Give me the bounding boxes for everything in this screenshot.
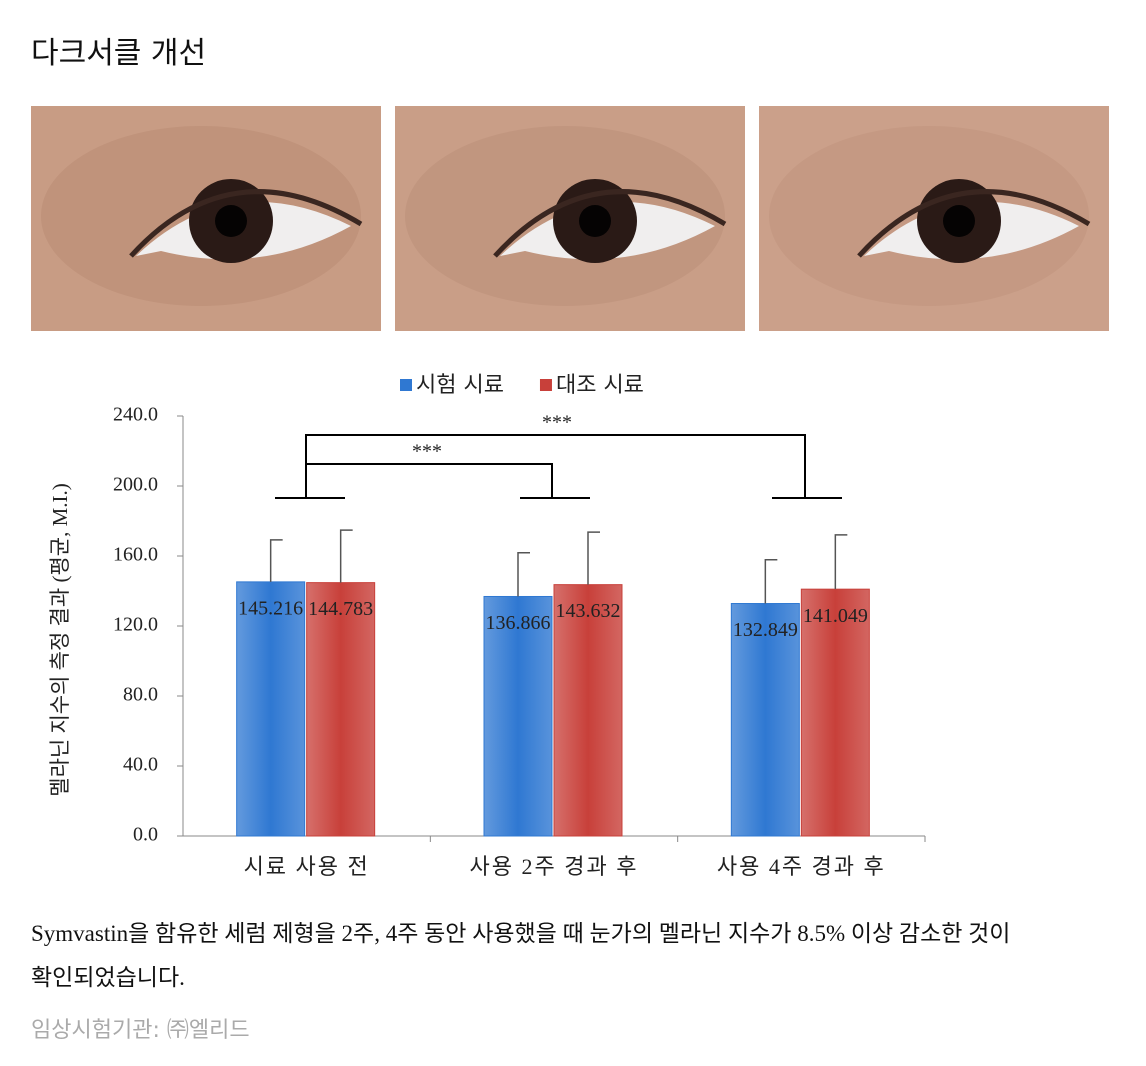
legend-swatch (400, 379, 412, 391)
y-axis-title: 멜라닌 지수의 측정 결과 (평균, M.I.) (48, 483, 72, 797)
y-tick-label: 200.0 (113, 474, 158, 496)
value-label: 141.049 (803, 605, 868, 627)
y-tick-label: 40.0 (123, 754, 158, 776)
caption: Symvastin을 함유한 세럼 제형을 2주, 4주 동안 사용했을 때 눈… (31, 921, 1011, 990)
page-title: 다크서클 개선 (31, 36, 207, 71)
x-tick-label: 사용 2주 경과 후 (470, 854, 639, 879)
bar (553, 584, 623, 837)
significance-label: *** (412, 441, 442, 463)
eye-photo (759, 106, 1109, 331)
legend-swatch (539, 379, 552, 391)
error-bar (587, 531, 600, 585)
bar (236, 581, 306, 837)
eye-photo (31, 106, 381, 331)
error-bar (764, 559, 778, 604)
x-tick-label: 사용 4주 경과 후 (717, 854, 886, 879)
y-tick-label: 120.0 (113, 614, 158, 636)
error-bar (269, 539, 283, 582)
source: 임상시험기관: ㈜엘리드 (31, 1018, 250, 1043)
legend-label: 시험 시료 (416, 373, 504, 398)
value-label: 145.216 (238, 597, 303, 619)
error-bar (834, 534, 848, 590)
value-label: 132.849 (733, 619, 798, 641)
y-tick-label: 80.0 (123, 684, 158, 706)
bar (306, 582, 376, 837)
bar (730, 603, 800, 837)
bar (483, 595, 553, 837)
y-tick-label: 160.0 (113, 544, 158, 566)
significance-label: *** (542, 412, 572, 434)
value-label: 144.783 (308, 598, 373, 620)
error-bar (517, 551, 530, 597)
significance-brackets (275, 434, 842, 499)
chart: 멜라닌 지수의 측정 결과 (평균, M.I.) *** *** 0.0 40.0… (48, 373, 926, 879)
y-tick-label: 0.0 (133, 824, 158, 846)
error-bar (339, 529, 353, 583)
value-label: 143.632 (556, 600, 621, 622)
bar (800, 588, 870, 837)
x-tick-label: 시료 사용 전 (244, 854, 370, 879)
legend-label: 대조 시료 (556, 373, 644, 398)
y-tick-label: 240.0 (113, 404, 158, 426)
eye-photo (395, 106, 745, 331)
value-label: 136.866 (486, 612, 551, 634)
